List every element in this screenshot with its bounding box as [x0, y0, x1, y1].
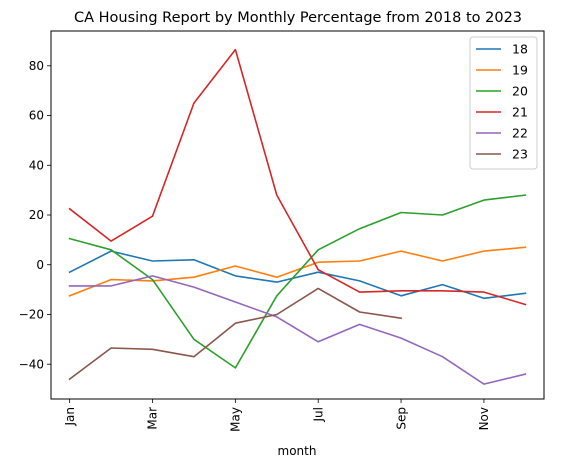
x-tick-label: Nov — [477, 407, 491, 430]
y-tick-label: 20 — [29, 208, 44, 222]
series-line-20 — [68, 194, 527, 369]
x-tick-label: Mar — [146, 407, 160, 430]
series-line-22 — [68, 275, 527, 385]
x-tick-label: Jan — [63, 407, 77, 427]
y-tick-label: −40 — [19, 357, 44, 371]
legend-label: 20 — [512, 84, 528, 99]
x-tick-label: May — [229, 407, 243, 432]
plot-area — [68, 48, 527, 385]
x-tick-label: Sep — [394, 407, 408, 430]
x-axis-label: month — [278, 444, 317, 458]
series-line-18 — [68, 250, 527, 300]
legend-label: 22 — [512, 126, 528, 141]
y-tick-label: 0 — [36, 258, 44, 272]
legend-label: 18 — [512, 42, 528, 57]
legend-label: 21 — [512, 105, 528, 120]
legend: 18 19 20 21 22 23 — [469, 36, 538, 170]
y-tick-label: −20 — [19, 308, 44, 322]
legend-label: 23 — [512, 147, 528, 162]
axes: −40 −20 0 20 40 60 80 Jan Mar May Jul Sep Nov — [19, 59, 491, 432]
series-line-21 — [68, 48, 527, 306]
chart-title: CA Housing Report by Monthly Percentage … — [74, 10, 522, 26]
x-tick-label: Jul — [311, 407, 325, 422]
series-line-23 — [68, 287, 403, 381]
y-tick-label: 80 — [29, 59, 44, 73]
legend-label: 19 — [512, 63, 528, 78]
y-tick-label: 40 — [29, 158, 44, 172]
y-tick-label: 60 — [29, 109, 44, 123]
series-line-19 — [68, 246, 527, 297]
